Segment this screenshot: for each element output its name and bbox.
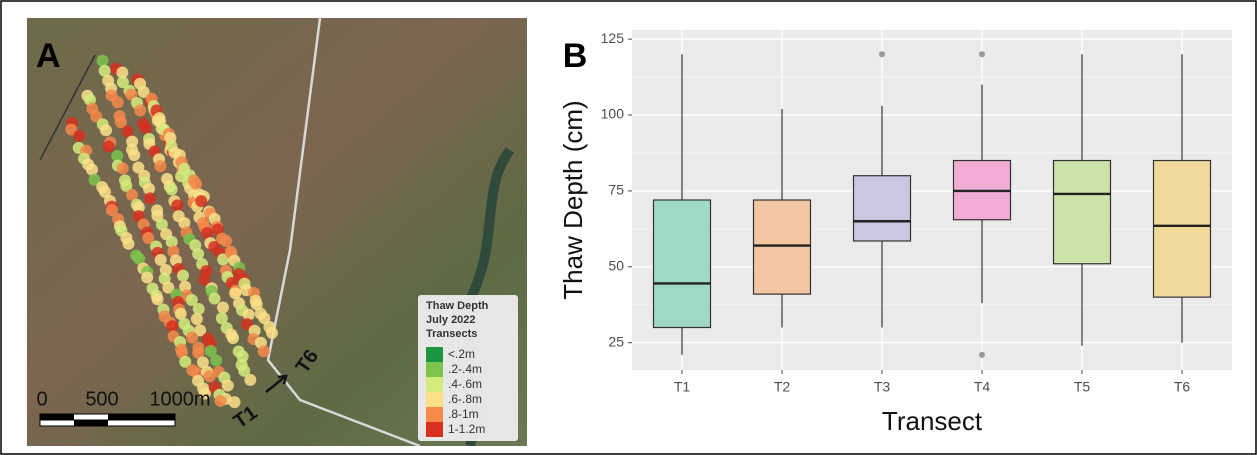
figure: A Thaw Depth July 2022 Transects <.2m.2-.4m… <box>0 0 1257 455</box>
map-panel: A Thaw Depth July 2022 Transects <.2m.2-.4m… <box>27 18 527 446</box>
y-tick-label: 75 <box>608 182 624 198</box>
scale-label: 0 <box>36 388 47 410</box>
transect-point <box>166 183 178 195</box>
transect-point <box>193 303 205 315</box>
transect-point <box>195 195 207 207</box>
transect-point <box>112 96 124 108</box>
transect-point <box>266 327 278 339</box>
transect-point <box>155 254 167 266</box>
transect-point <box>186 331 198 343</box>
transect-point <box>209 293 221 305</box>
transect-point <box>128 149 140 161</box>
x-tick-label: T3 <box>874 379 891 395</box>
legend-title: July 2022 <box>426 314 476 326</box>
legend-title: Thaw Depth <box>426 300 489 312</box>
box <box>1154 161 1211 298</box>
transect-point <box>166 320 178 332</box>
transect-point <box>217 302 229 314</box>
transect-point <box>86 164 98 176</box>
transect-point <box>190 178 202 190</box>
panel-label: B <box>563 37 588 75</box>
transect-point <box>123 238 135 250</box>
transect-point <box>201 227 213 239</box>
scale-bar <box>40 414 175 426</box>
transect-point <box>144 192 156 204</box>
transect-point <box>117 162 129 174</box>
legend-swatch <box>426 407 443 422</box>
outlier <box>879 51 885 57</box>
x-tick-label: T2 <box>774 379 791 395</box>
transect-point <box>204 370 216 382</box>
box <box>754 200 811 294</box>
y-tick-label: 50 <box>608 257 624 273</box>
y-tick-label: 100 <box>601 106 625 122</box>
legend-title: Transects <box>426 328 477 340</box>
transect-point <box>177 269 189 281</box>
transect-point <box>227 332 239 344</box>
transect-point <box>192 248 204 260</box>
legend-label: .2-.4m <box>448 362 482 376</box>
plot-background <box>632 30 1232 370</box>
outlier <box>979 51 985 57</box>
transect-point <box>171 199 183 211</box>
legend-label: 1-1.2m <box>448 422 485 436</box>
transect-point <box>140 122 152 134</box>
transect-point <box>191 313 203 325</box>
y-tick-label: 25 <box>608 333 624 349</box>
outlier <box>979 352 985 358</box>
legend-swatch <box>426 377 443 392</box>
box <box>1054 161 1111 264</box>
panel-label: A <box>36 37 61 75</box>
x-tick-label: T1 <box>674 379 691 395</box>
legend-label: .6-.8m <box>448 392 482 406</box>
transect-point <box>244 374 256 386</box>
x-tick-label: T4 <box>974 379 991 395</box>
transect-point <box>141 271 153 283</box>
box <box>854 176 911 241</box>
transect-point <box>154 160 166 172</box>
transect-point <box>97 55 109 67</box>
transect-point <box>220 235 232 247</box>
x-tick-label: T6 <box>1174 379 1191 395</box>
box <box>654 200 711 328</box>
x-axis-title: Transect <box>882 406 983 436</box>
legend-swatch <box>426 347 443 362</box>
x-tick-label: T5 <box>1074 379 1091 395</box>
transect-point <box>214 395 226 407</box>
legend-label: .8-1m <box>448 407 479 421</box>
y-tick-label: 125 <box>601 30 625 46</box>
scale-label: 1000m <box>149 388 210 410</box>
y-axis-title: Thaw Depth (cm) <box>558 100 588 299</box>
transect-point <box>100 124 112 136</box>
transect-point <box>210 355 222 367</box>
transect-point <box>152 293 164 305</box>
transect-point <box>222 380 234 392</box>
legend-label: <.2m <box>448 347 475 361</box>
transect-point <box>258 345 270 357</box>
legend-swatch <box>426 422 443 437</box>
scale-label: 500 <box>85 388 118 410</box>
transect-point <box>103 140 115 152</box>
transect-point <box>229 396 241 408</box>
transect-point <box>73 130 85 142</box>
legend-label: .4-.6m <box>448 377 482 391</box>
legend-swatch <box>426 362 443 377</box>
transect-point <box>134 104 146 116</box>
legend-swatch <box>426 392 443 407</box>
